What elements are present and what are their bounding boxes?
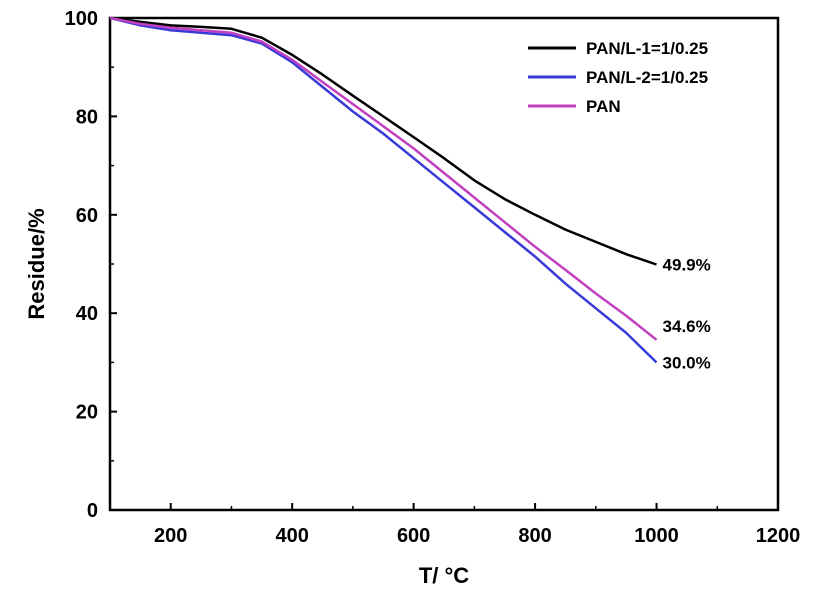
series-line xyxy=(109,16,657,266)
x-tick-label: 1200 xyxy=(756,525,801,547)
x-tick-label: 200 xyxy=(154,525,187,547)
x-tick-label: 400 xyxy=(275,525,308,547)
y-tick-label: 80 xyxy=(76,106,98,128)
legend-label: PAN/L-2=1/0.25 xyxy=(586,68,708,87)
y-tick-label: 100 xyxy=(65,8,98,30)
end-value-label: 49.9% xyxy=(663,255,711,274)
legend: PAN/L-1=1/0.25 PAN/L-2=1/0.25 PAN xyxy=(528,39,708,116)
series-line xyxy=(109,16,658,364)
series-lines xyxy=(109,16,658,364)
x-tick-label: 1000 xyxy=(634,525,679,547)
y-axis-title: Residue/% xyxy=(24,208,49,319)
x-tick-label: 600 xyxy=(397,525,430,547)
legend-label: PAN xyxy=(586,97,621,116)
axes: 200 400 600 800 1000 1200 0 20 40 60 80 100 xyxy=(65,8,801,547)
end-labels: 49.9% 30.0% 34.6% xyxy=(663,255,711,372)
y-tick-label: 20 xyxy=(76,402,98,424)
series-line xyxy=(109,16,658,341)
end-value-label: 34.6% xyxy=(663,317,711,336)
x-tick-label: 800 xyxy=(518,525,551,547)
y-tick-label: 40 xyxy=(76,303,98,325)
y-tick-label: 60 xyxy=(76,205,98,227)
end-value-label: 30.0% xyxy=(663,353,711,372)
legend-label: PAN/L-1=1/0.25 xyxy=(586,39,708,58)
y-tick-label: 0 xyxy=(87,500,98,522)
x-axis-title: T/ °C xyxy=(419,563,469,588)
